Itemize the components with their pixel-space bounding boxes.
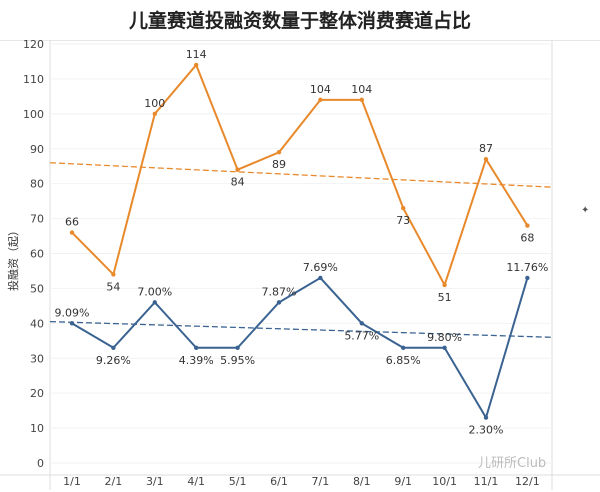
data-point xyxy=(276,300,282,305)
y-tick-label: 60 xyxy=(30,248,44,261)
trend-line xyxy=(49,162,553,188)
data-point xyxy=(318,97,323,103)
data-point xyxy=(442,345,447,350)
watermark: 儿研所Club xyxy=(478,456,547,471)
y-tick-label: 40 xyxy=(30,317,44,330)
data-point xyxy=(525,223,530,228)
x-tick-label: 11/1 xyxy=(474,475,499,488)
data-point xyxy=(69,230,75,235)
series-line xyxy=(71,63,529,288)
data-point xyxy=(483,157,489,162)
data-point xyxy=(359,321,364,326)
data-point xyxy=(276,150,282,155)
data-point xyxy=(483,415,489,420)
data-label: 66 xyxy=(65,216,79,229)
x-tick-label: 12/1 xyxy=(515,475,540,488)
data-point xyxy=(318,275,323,281)
y-tick-label: 90 xyxy=(30,143,44,156)
data-label: 2.30% xyxy=(469,424,504,437)
x-tick-label: 8/1 xyxy=(353,475,371,488)
data-label: 104 xyxy=(351,83,372,96)
data-point xyxy=(69,321,75,326)
data-label: 9.80% xyxy=(427,331,462,344)
data-label: 6.85% xyxy=(386,354,421,367)
data-label: 84 xyxy=(231,176,245,189)
data-point xyxy=(152,111,157,117)
title-divider xyxy=(0,40,600,41)
x-tick-label: 5/1 xyxy=(229,475,247,488)
x-tick-label: 9/1 xyxy=(394,475,412,488)
x-tick-label: 3/1 xyxy=(146,475,164,488)
x-tick-label: 7/1 xyxy=(312,475,330,488)
data-label: 7.69% xyxy=(303,261,338,274)
y-tick-label: 0 xyxy=(37,457,44,470)
data-point xyxy=(401,345,406,350)
data-label: 51 xyxy=(438,291,452,304)
data-label: 5.77% xyxy=(344,329,379,342)
data-label: 9.09% xyxy=(55,306,90,319)
series-line xyxy=(71,276,529,421)
data-label: 87 xyxy=(479,142,493,155)
data-label: 104 xyxy=(310,83,331,96)
x-tick-label: 6/1 xyxy=(270,475,288,488)
x-tick-label: 10/1 xyxy=(432,475,457,488)
data-point xyxy=(442,282,447,288)
data-point xyxy=(152,300,157,305)
y-tick-label: 10 xyxy=(30,422,44,435)
data-point xyxy=(235,167,240,172)
data-label: 7.87% xyxy=(262,285,297,298)
data-point xyxy=(525,275,530,281)
x-tick-label: 4/1 xyxy=(187,475,205,488)
data-point xyxy=(111,345,116,350)
data-point xyxy=(194,62,199,68)
y-tick-label: 80 xyxy=(30,178,44,191)
data-label: 5.95% xyxy=(220,354,255,367)
y-tick-label: 70 xyxy=(30,213,44,226)
data-label: 11.76% xyxy=(506,261,548,274)
pin-icon[interactable]: ✦ xyxy=(581,205,590,216)
y-tick-label: 50 xyxy=(30,282,44,295)
data-point xyxy=(235,345,240,350)
data-label: 114 xyxy=(186,48,207,61)
data-label: 100 xyxy=(144,97,165,110)
y-tick-label: 110 xyxy=(23,73,44,86)
x-tick-label: 2/1 xyxy=(105,475,123,488)
data-label: 4.39% xyxy=(179,354,214,367)
x-tick-label: 1/1 xyxy=(63,475,81,488)
data-point xyxy=(194,345,199,350)
y-tick-label: 20 xyxy=(30,387,44,400)
data-point xyxy=(111,272,116,277)
data-label: 9.26% xyxy=(96,354,131,367)
y-tick-label: 100 xyxy=(23,108,44,121)
data-label: 7.00% xyxy=(137,285,172,298)
data-point xyxy=(401,205,406,211)
data-point xyxy=(359,97,364,103)
data-label: 68 xyxy=(520,232,534,245)
y-tick-label: 30 xyxy=(30,352,44,365)
data-label: 89 xyxy=(272,158,286,171)
data-label: 73 xyxy=(396,214,410,227)
data-label: 54 xyxy=(106,280,120,293)
y-tick-label: 120 xyxy=(23,38,44,51)
chart-title: 儿童赛道投融资数量于整体消费赛道占比 xyxy=(128,10,471,32)
